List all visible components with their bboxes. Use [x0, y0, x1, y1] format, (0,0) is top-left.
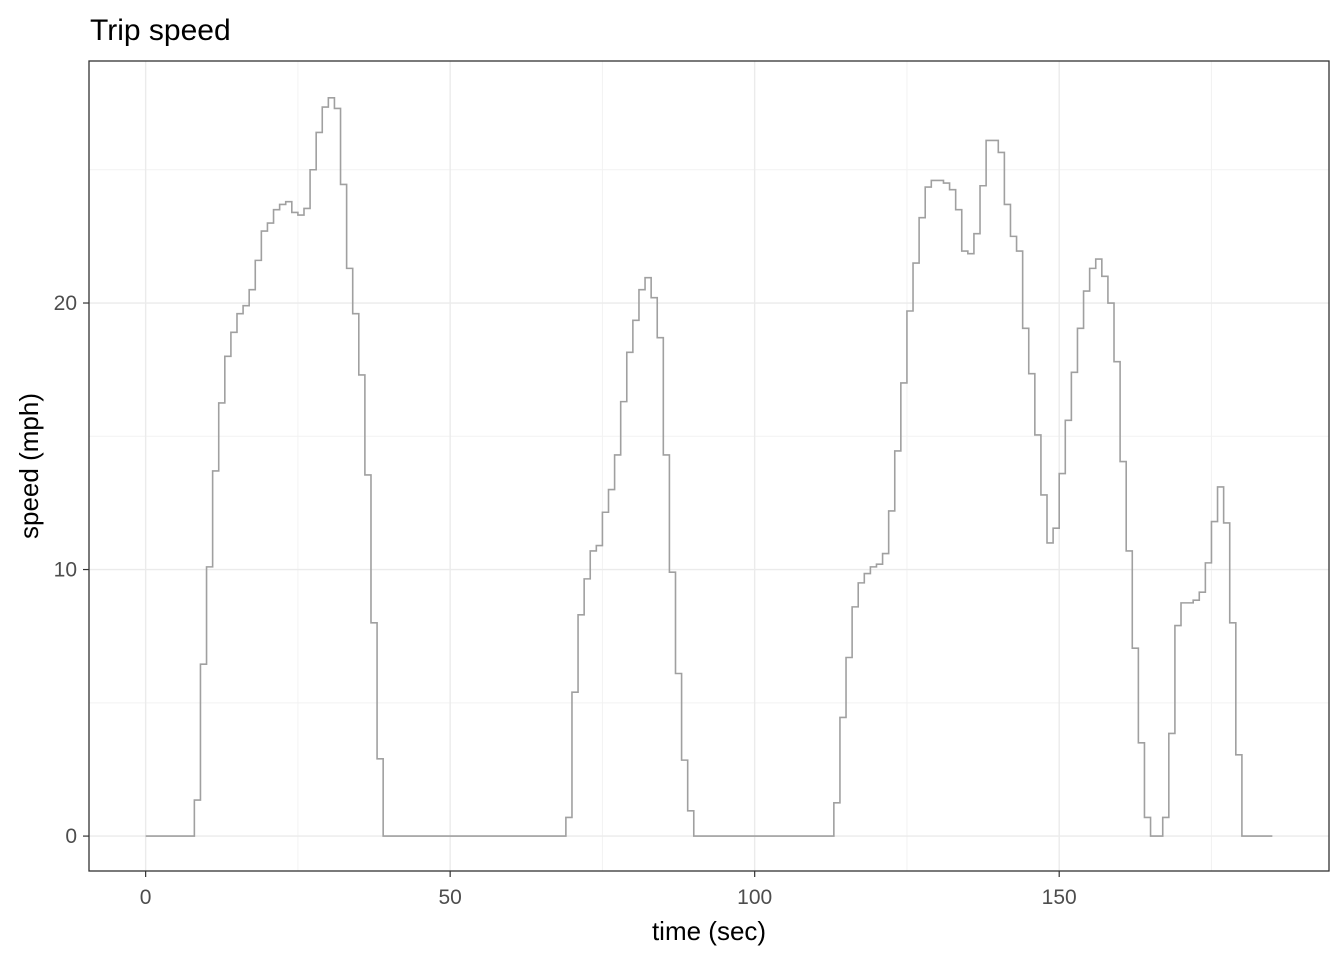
- y-tick-label: 0: [65, 825, 77, 848]
- x-axis-title: time (sec): [652, 916, 766, 946]
- y-axis-title: speed (mph): [14, 393, 44, 539]
- speed-line: [145, 96, 1273, 837]
- x-tick-label: 0: [140, 886, 152, 909]
- panel-border: [88, 60, 1330, 872]
- y-tick-label: 10: [54, 559, 77, 582]
- x-tick-label: 150: [1042, 886, 1077, 909]
- y-tick-label: 20: [54, 292, 77, 315]
- x-tick-label: 100: [737, 886, 772, 909]
- chart-title: Trip speed: [90, 14, 231, 47]
- x-tick-label: 50: [438, 886, 461, 909]
